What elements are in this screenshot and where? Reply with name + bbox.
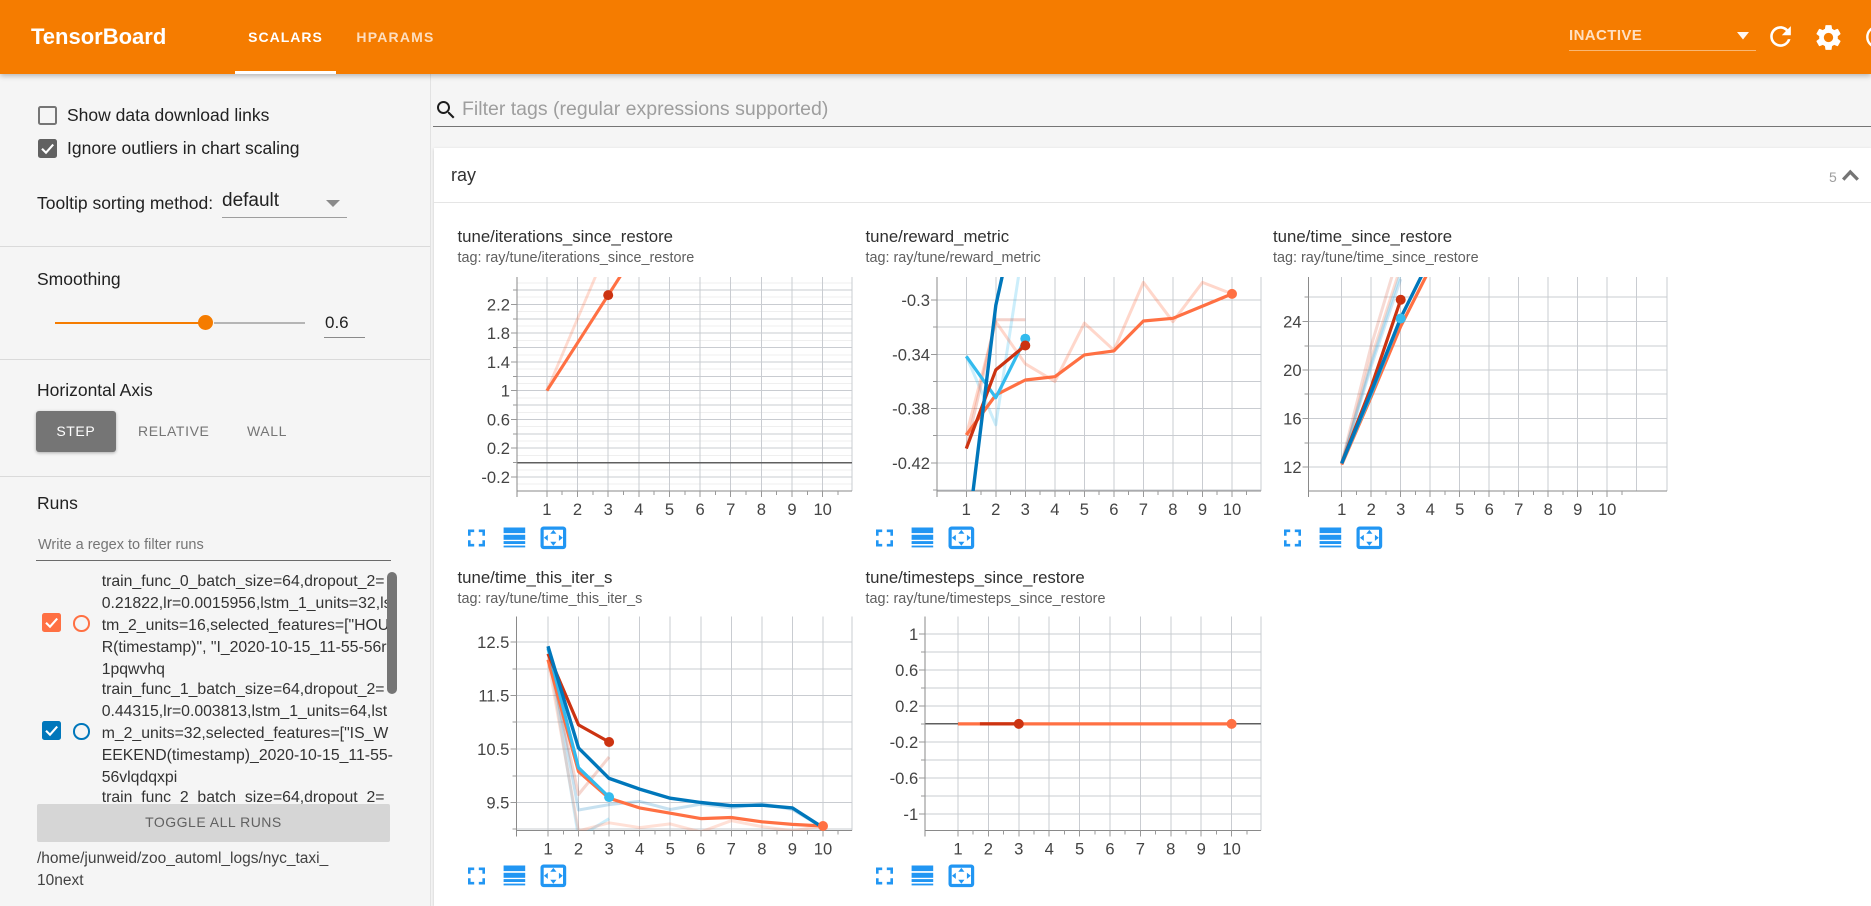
svg-text:10: 10: [1222, 840, 1240, 859]
svg-text:5: 5: [1075, 840, 1084, 859]
svg-text:2: 2: [1367, 500, 1376, 519]
svg-text:9: 9: [1198, 500, 1207, 519]
svg-text:9: 9: [1573, 500, 1582, 519]
svg-text:0.2: 0.2: [895, 697, 918, 716]
svg-text:9: 9: [788, 840, 797, 859]
svg-text:8: 8: [757, 840, 766, 859]
svg-text:4: 4: [634, 500, 643, 519]
svg-text:tune/reward_metric: tune/reward_metric: [866, 227, 1010, 246]
svg-text:-0.38: -0.38: [892, 400, 930, 419]
svg-text:2.2: 2.2: [487, 295, 510, 314]
svg-text:10: 10: [1598, 500, 1616, 519]
svg-text:-0.3: -0.3: [901, 291, 930, 310]
svg-text:4: 4: [1050, 500, 1059, 519]
svg-text:1: 1: [909, 625, 918, 644]
svg-text:1: 1: [501, 382, 510, 401]
svg-text:4: 4: [1426, 500, 1435, 519]
svg-text:8: 8: [1168, 500, 1177, 519]
svg-text:8: 8: [1166, 840, 1175, 859]
svg-text:6: 6: [1105, 840, 1114, 859]
svg-text:12: 12: [1283, 458, 1301, 477]
svg-text:tag: ray/tune/timesteps_since_: tag: ray/tune/timesteps_since_restore: [866, 591, 1106, 607]
svg-text:9: 9: [787, 500, 796, 519]
svg-text:tag: ray/tune/time_since_resto: tag: ray/tune/time_since_restore: [1273, 250, 1479, 266]
svg-text:-0.34: -0.34: [892, 345, 930, 364]
svg-text:1: 1: [962, 500, 971, 519]
svg-text:12.5: 12.5: [477, 633, 509, 652]
svg-text:7: 7: [727, 840, 736, 859]
svg-text:tag: ray/tune/time_this_iter_s: tag: ray/tune/time_this_iter_s: [458, 591, 643, 607]
svg-text:0.6: 0.6: [895, 661, 918, 680]
svg-text:24: 24: [1283, 313, 1301, 332]
svg-text:1.4: 1.4: [487, 353, 510, 372]
svg-text:10.5: 10.5: [477, 740, 509, 759]
svg-text:1: 1: [953, 840, 962, 859]
svg-text:7: 7: [1136, 840, 1145, 859]
svg-text:10: 10: [813, 500, 831, 519]
svg-text:1: 1: [543, 840, 552, 859]
svg-text:tag: ray/tune/iterations_since: tag: ray/tune/iterations_since_restore: [458, 250, 695, 266]
svg-text:tune/iterations_since_restore: tune/iterations_since_restore: [458, 227, 674, 246]
svg-text:4: 4: [635, 840, 644, 859]
svg-text:1: 1: [1337, 500, 1346, 519]
svg-text:2: 2: [573, 500, 582, 519]
svg-text:5: 5: [666, 840, 675, 859]
svg-text:10: 10: [1223, 500, 1241, 519]
svg-text:2: 2: [984, 840, 993, 859]
svg-text:7: 7: [1514, 500, 1523, 519]
svg-text:3: 3: [604, 500, 613, 519]
svg-text:9: 9: [1197, 840, 1206, 859]
svg-text:11.5: 11.5: [478, 687, 509, 706]
svg-text:0.6: 0.6: [487, 411, 510, 430]
svg-text:1: 1: [542, 500, 551, 519]
svg-text:6: 6: [696, 840, 705, 859]
svg-text:8: 8: [757, 500, 766, 519]
svg-text:-0.2: -0.2: [481, 468, 510, 487]
svg-text:7: 7: [1139, 500, 1148, 519]
svg-text:0.2: 0.2: [487, 439, 510, 458]
svg-text:4: 4: [1045, 840, 1054, 859]
svg-text:-1: -1: [903, 805, 918, 824]
svg-text:-0.42: -0.42: [892, 454, 930, 473]
svg-text:8: 8: [1544, 500, 1553, 519]
svg-text:6: 6: [1109, 500, 1118, 519]
svg-text:9.5: 9.5: [486, 794, 509, 813]
svg-text:tune/time_this_iter_s: tune/time_this_iter_s: [458, 568, 613, 587]
svg-text:5: 5: [665, 500, 674, 519]
svg-text:16: 16: [1283, 410, 1301, 429]
svg-text:5: 5: [1080, 500, 1089, 519]
svg-text:6: 6: [695, 500, 704, 519]
svg-text:2: 2: [574, 840, 583, 859]
svg-text:5: 5: [1455, 500, 1464, 519]
svg-text:-0.6: -0.6: [890, 769, 919, 788]
svg-text:3: 3: [604, 840, 613, 859]
svg-text:tag: ray/tune/reward_metric: tag: ray/tune/reward_metric: [866, 250, 1041, 266]
svg-text:2: 2: [991, 500, 1000, 519]
svg-text:7: 7: [726, 500, 735, 519]
svg-text:3: 3: [1396, 500, 1405, 519]
svg-text:20: 20: [1283, 361, 1301, 380]
svg-text:3: 3: [1021, 500, 1030, 519]
svg-text:3: 3: [1014, 840, 1023, 859]
svg-text:1.8: 1.8: [487, 324, 510, 343]
svg-text:10: 10: [814, 840, 832, 859]
svg-text:tune/time_since_restore: tune/time_since_restore: [1273, 227, 1452, 246]
svg-text:6: 6: [1485, 500, 1494, 519]
svg-text:-0.2: -0.2: [890, 733, 919, 752]
svg-text:tune/timesteps_since_restore: tune/timesteps_since_restore: [866, 568, 1085, 587]
